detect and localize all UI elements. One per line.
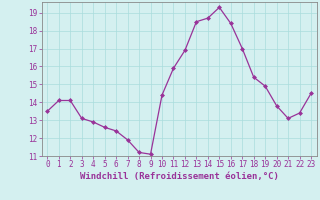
X-axis label: Windchill (Refroidissement éolien,°C): Windchill (Refroidissement éolien,°C) bbox=[80, 172, 279, 181]
